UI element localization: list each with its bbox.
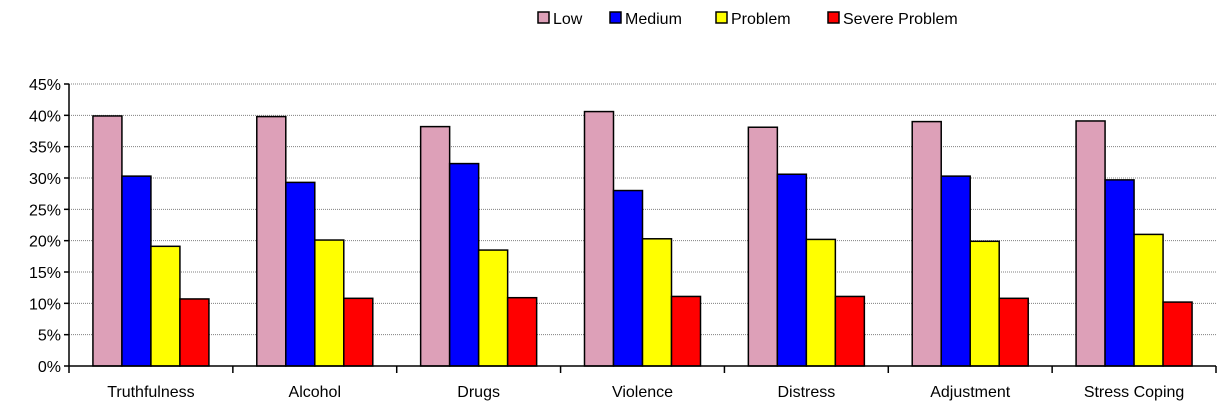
legend-label: Severe Problem [843,11,958,28]
x-category-label: Drugs [457,384,500,401]
legend: Low Medium Problem Severe Problem [537,11,958,28]
bar-problem [805,238,837,367]
x-category-label: Violence [612,384,673,401]
bar-problem [314,239,345,367]
bars [92,110,1193,367]
bar-low [419,125,451,367]
y-tick-label: 0% [38,359,61,376]
x-category-labels: Truthfulness Alcohol Drugs Violence Distress… [107,384,1184,401]
x-category-label: Distress [777,384,835,401]
bar-low [92,115,123,367]
y-tick-label: 10% [29,296,61,313]
bar-medium [776,173,808,367]
legend-label: Low [553,11,583,28]
y-tick-label: 20% [29,234,61,251]
y-tick-labels: 0% 5% 10% 15% 20% 25% 30% 35% 40% 45% [29,77,61,376]
bar-problem [969,240,1000,367]
bar-problem [1133,233,1164,367]
legend-label: Problem [731,11,791,28]
y-tick-label: 15% [29,265,61,282]
bar-low [911,120,942,367]
y-tick-label: 30% [29,171,61,188]
y-tick-label: 35% [29,140,61,157]
x-category-label: Adjustment [930,384,1011,401]
bar-severe-problem [998,297,1029,367]
bar-low [1075,120,1106,367]
bar-medium [940,175,971,367]
bar-severe-problem [834,295,866,367]
bar-medium [448,162,480,367]
x-category-label: Stress Coping [1084,384,1185,401]
bar-problem [641,238,673,367]
bar-medium [121,175,152,367]
legend-label: Medium [625,11,682,28]
bar-problem [477,249,509,367]
bar-low [747,126,779,367]
legend-swatch [537,11,550,24]
bar-severe-problem [1162,301,1193,367]
bar-low [256,115,287,367]
y-tick-label: 40% [29,108,61,125]
bar-medium [612,189,644,367]
y-tick-label: 5% [38,328,61,345]
bar-low [583,110,615,367]
y-tick-label: 25% [29,202,61,219]
legend-swatch [609,11,622,24]
y-tick-label: 45% [29,77,61,94]
x-category-label: Truthfulness [107,384,194,401]
bar-medium [285,181,316,367]
legend-swatch [715,11,728,24]
axes [64,83,1217,373]
bar-severe-problem [670,295,702,367]
x-category-label: Alcohol [289,384,341,401]
legend-swatch [827,11,840,24]
bar-medium [1104,179,1135,367]
bar-problem [150,245,181,367]
bar-severe-problem [179,298,210,367]
bar-severe-problem [343,297,374,367]
bar-severe-problem [506,296,538,367]
